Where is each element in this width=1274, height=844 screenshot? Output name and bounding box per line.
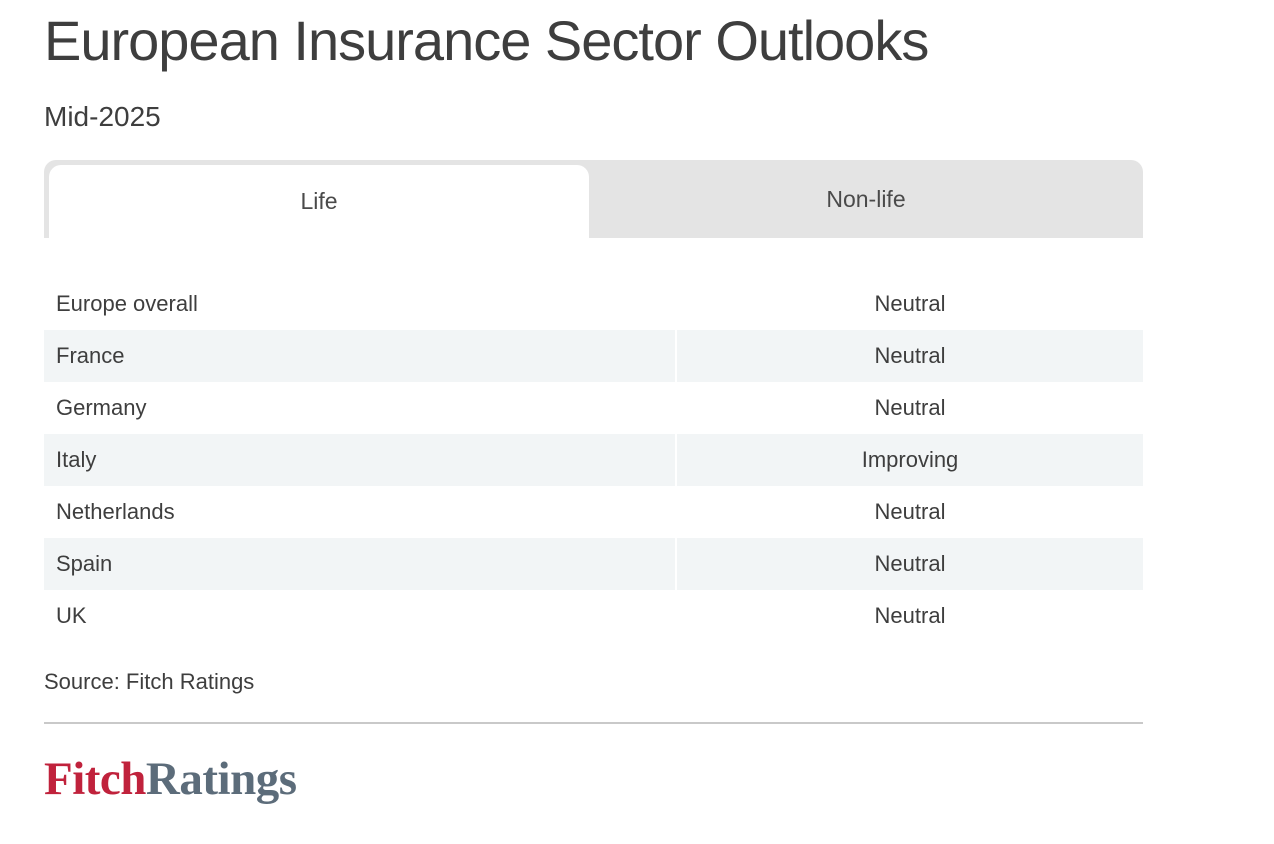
region-cell: Germany	[56, 395, 147, 421]
tab-non-life-label: Non-life	[826, 185, 906, 212]
column-gap	[675, 382, 677, 435]
region-cell: France	[44, 330, 675, 383]
table-row: Italy Improving	[44, 434, 1143, 487]
source-note: Source: Fitch Ratings	[44, 669, 255, 695]
outlook-cell: Neutral	[874, 499, 946, 525]
outlook-cell: Neutral	[874, 291, 946, 317]
column-gap	[675, 590, 677, 643]
outlook-cell: Neutral	[874, 603, 946, 629]
page-title: European Insurance Sector Outlooks	[44, 9, 929, 72]
table-row: Netherlands Neutral	[44, 486, 1143, 539]
footer-divider	[44, 722, 1143, 725]
table-row: Germany Neutral	[44, 382, 1143, 435]
column-gap	[675, 486, 677, 539]
region-cell: Europe overall	[56, 291, 198, 317]
region-cell: Netherlands	[56, 499, 175, 525]
table-row: Europe overall Neutral	[44, 278, 1143, 331]
outlook-table-body: Europe overall Neutral France Neutral Ge…	[44, 278, 1143, 643]
column-gap	[675, 538, 677, 591]
column-gap	[675, 330, 677, 383]
table-row: Spain Neutral	[44, 538, 1143, 591]
column-gap	[675, 278, 677, 331]
logo-text-fitch: Fitch	[44, 753, 146, 806]
outlook-cell: Neutral	[677, 538, 1143, 591]
table-row: UK Neutral	[44, 590, 1143, 643]
tab-non-life[interactable]: Non-life	[589, 160, 1143, 238]
outlook-cell: Improving	[677, 434, 1143, 487]
tab-life[interactable]: Life	[49, 165, 589, 239]
column-gap	[675, 434, 677, 487]
region-cell: Italy	[44, 434, 675, 487]
tab-life-label: Life	[300, 188, 338, 215]
region-cell: UK	[56, 603, 87, 629]
page-subtitle: Mid-2025	[44, 101, 161, 133]
region-cell: Spain	[44, 538, 675, 591]
table-row: France Neutral	[44, 330, 1143, 383]
outlook-cell: Neutral	[874, 395, 946, 421]
outlook-cell: Neutral	[677, 330, 1143, 383]
fitch-ratings-logo[interactable]: FitchRatings	[44, 752, 297, 806]
logo-text-ratings: Ratings	[145, 753, 297, 806]
tab-bar: Life Non-life	[44, 160, 1143, 239]
